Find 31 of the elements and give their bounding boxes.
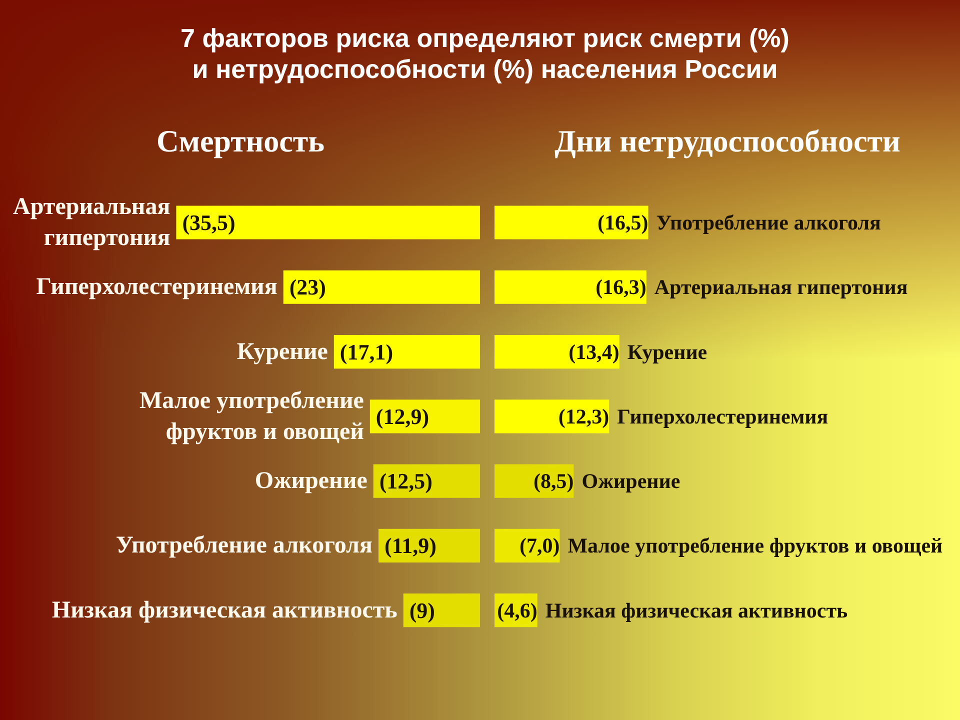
category-label: Курение bbox=[627, 340, 708, 364]
data-label: (17,1) bbox=[340, 339, 394, 364]
category-label: Малое употребление фруктов и овощей bbox=[140, 388, 364, 445]
category-label: Ожирение bbox=[254, 468, 368, 494]
data-label: (35,5) bbox=[182, 210, 236, 235]
data-label: (16,5) bbox=[598, 210, 648, 234]
category-label: Гиперхолестеринемия bbox=[617, 404, 828, 428]
category-label: Низкая физическая активность bbox=[545, 598, 848, 622]
data-label: (12,9) bbox=[376, 404, 430, 429]
chart-title: Дни нетрудоспособности bbox=[554, 124, 900, 158]
category-label: Артериальная гипертония bbox=[654, 275, 908, 300]
category-label: Артериальная гипертония bbox=[13, 194, 170, 252]
category-label: Ожирение bbox=[582, 469, 680, 494]
data-label: (13,4) bbox=[568, 340, 620, 364]
category-label: Курение bbox=[236, 338, 328, 365]
data-label: (9) bbox=[409, 598, 436, 623]
data-label: (16,3) bbox=[596, 275, 646, 300]
data-label: (8,5) bbox=[533, 469, 574, 494]
category-label: Употребление алкоголя bbox=[116, 532, 372, 559]
data-label: (7,0) bbox=[520, 534, 560, 558]
chart-subtitle: Смертность bbox=[156, 124, 325, 158]
category-label: Употребление алкоголя bbox=[656, 210, 881, 234]
data-label: (11,9) bbox=[384, 533, 436, 558]
category-label: Низкая физическая активность bbox=[52, 597, 398, 624]
data-label: (12,3) bbox=[558, 404, 610, 428]
chart-title: 7 факторов риска определяют риск смерти (%) и нетрудоспособности (%) населения России bbox=[180, 23, 790, 85]
data-label: (23) bbox=[289, 274, 326, 300]
data-label: (12,5) bbox=[379, 468, 433, 494]
category-label: Малое употребление фруктов и овощей bbox=[568, 534, 943, 558]
category-label: Гиперхолестеринемия bbox=[36, 274, 278, 300]
data-label: (4,6) bbox=[497, 598, 538, 622]
